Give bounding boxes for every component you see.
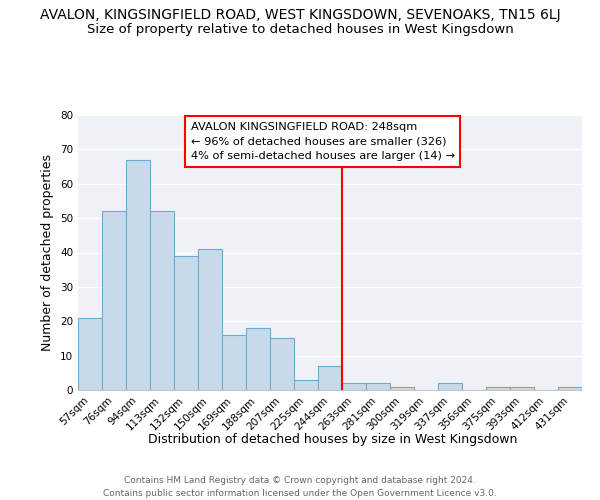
Bar: [486, 386, 510, 390]
Y-axis label: Number of detached properties: Number of detached properties: [41, 154, 55, 351]
Bar: [222, 335, 246, 390]
Bar: [558, 386, 582, 390]
Text: AVALON, KINGSINGFIELD ROAD, WEST KINGSDOWN, SEVENOAKS, TN15 6LJ: AVALON, KINGSINGFIELD ROAD, WEST KINGSDO…: [40, 8, 560, 22]
Bar: [174, 256, 198, 390]
Bar: [366, 383, 390, 390]
Text: Size of property relative to detached houses in West Kingsdown: Size of property relative to detached ho…: [86, 22, 514, 36]
Bar: [102, 211, 126, 390]
Bar: [390, 386, 414, 390]
Bar: [78, 318, 102, 390]
Text: Distribution of detached houses by size in West Kingsdown: Distribution of detached houses by size …: [148, 432, 518, 446]
Bar: [270, 338, 294, 390]
Bar: [342, 383, 366, 390]
Text: AVALON KINGSINGFIELD ROAD: 248sqm
← 96% of detached houses are smaller (326)
4% : AVALON KINGSINGFIELD ROAD: 248sqm ← 96% …: [191, 122, 455, 162]
Bar: [198, 249, 222, 390]
Bar: [150, 211, 174, 390]
Bar: [294, 380, 318, 390]
Bar: [318, 366, 342, 390]
Bar: [438, 383, 462, 390]
Bar: [126, 160, 150, 390]
Bar: [510, 386, 534, 390]
Bar: [246, 328, 270, 390]
Text: Contains HM Land Registry data © Crown copyright and database right 2024.
Contai: Contains HM Land Registry data © Crown c…: [103, 476, 497, 498]
